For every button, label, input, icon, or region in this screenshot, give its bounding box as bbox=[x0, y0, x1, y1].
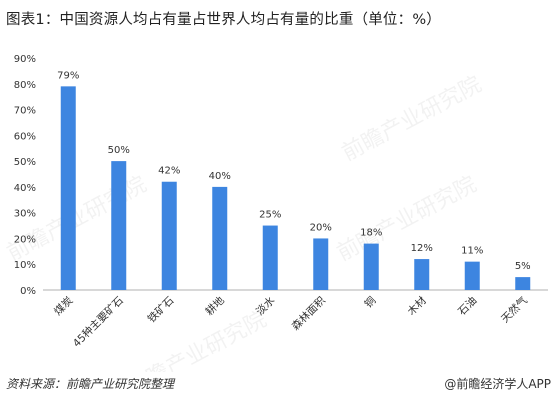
y-tick-label: 70% bbox=[14, 106, 36, 117]
y-tick-label: 60% bbox=[14, 131, 36, 142]
bar-data-label: 11% bbox=[461, 246, 483, 257]
bar bbox=[414, 259, 430, 290]
x-tick-label: 耕地 bbox=[203, 294, 227, 318]
x-tick-label: 淡水 bbox=[254, 294, 278, 318]
bar-data-label: 5% bbox=[515, 261, 531, 272]
x-tick-label: 铜 bbox=[362, 295, 378, 311]
y-tick-label: 40% bbox=[14, 183, 36, 194]
x-tick-label: 铁矿石 bbox=[145, 294, 176, 325]
x-tick-label: 天然气 bbox=[498, 294, 530, 326]
bar-data-label: 20% bbox=[310, 222, 332, 233]
bar-data-label: 42% bbox=[158, 166, 180, 177]
y-tick-label: 0% bbox=[20, 286, 36, 297]
brand-credit: @前瞻经济学人APP bbox=[444, 377, 551, 391]
bar-data-label: 50% bbox=[108, 145, 130, 156]
bar-data-label: 40% bbox=[209, 171, 231, 182]
footer: 资料来源：前瞻产业研究院整理 @前瞻经济学人APP bbox=[6, 372, 551, 394]
watermark-text: 前瞻产业研究院 bbox=[333, 172, 481, 266]
y-tick-label: 10% bbox=[14, 260, 36, 271]
bar-data-label: 18% bbox=[360, 228, 382, 239]
bar bbox=[363, 243, 379, 290]
x-tick-label: 木材 bbox=[405, 294, 429, 318]
bar bbox=[161, 181, 177, 290]
bar-data-label: 79% bbox=[57, 70, 79, 81]
source-note: 资料来源：前瞻产业研究院整理 bbox=[6, 377, 175, 391]
bar bbox=[111, 161, 127, 290]
bar bbox=[464, 261, 480, 290]
x-tick-label: 45种主要矿石 bbox=[70, 294, 126, 350]
watermark-text: 前瞻产业研究院 bbox=[338, 72, 486, 166]
chart-title: 图表1：中国资源人均占有量占世界人均占有量的比重（单位：%） bbox=[6, 12, 442, 28]
y-tick-label: 80% bbox=[14, 80, 36, 91]
y-tick-label: 30% bbox=[14, 209, 36, 220]
x-tick-label: 石油 bbox=[455, 294, 479, 318]
bars-group: 79% 50% 42% 40% 25% 20% 18% 12% 11% 5% bbox=[57, 70, 531, 290]
bar bbox=[313, 238, 329, 290]
y-axis: 0% 10% 20% 30% 40% 50% 60% 70% 80% 90% bbox=[14, 54, 36, 297]
bar bbox=[60, 86, 76, 290]
x-tick-label: 森林面积 bbox=[289, 294, 328, 333]
bar bbox=[212, 186, 228, 290]
x-tick-label: 煤炭 bbox=[51, 294, 75, 318]
y-tick-label: 50% bbox=[14, 157, 36, 168]
bar-data-label: 12% bbox=[411, 243, 433, 254]
bar bbox=[515, 277, 531, 290]
bar-data-label: 25% bbox=[259, 210, 281, 221]
y-tick-label: 90% bbox=[14, 54, 36, 65]
y-tick-label: 20% bbox=[14, 234, 36, 245]
bar bbox=[262, 225, 278, 290]
